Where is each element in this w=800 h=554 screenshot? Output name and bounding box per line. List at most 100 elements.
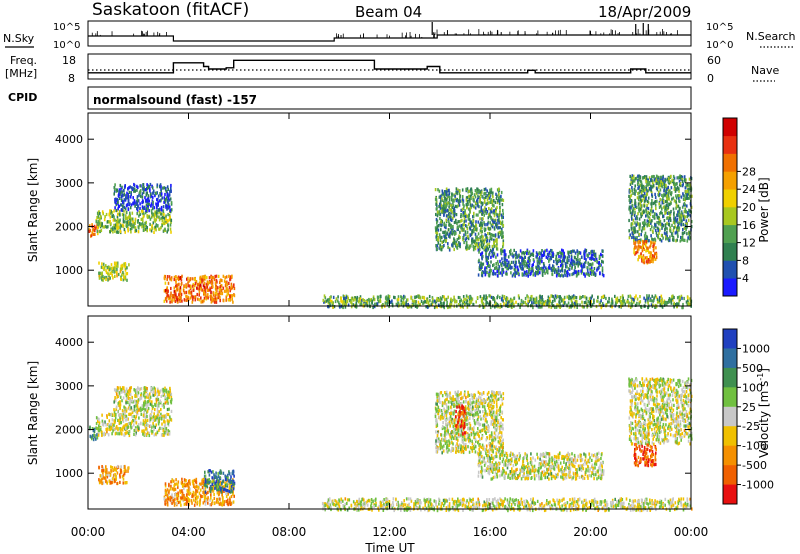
echo-cell <box>98 261 100 265</box>
echo-cell <box>119 386 121 390</box>
echo-cell <box>468 194 470 198</box>
echo-cell <box>206 276 208 280</box>
echo-cell <box>158 215 160 219</box>
echo-cell <box>664 209 666 213</box>
echo-cell <box>663 231 666 235</box>
echo-cell <box>646 203 648 207</box>
echo-cell <box>185 285 188 289</box>
echo-cell <box>457 303 460 307</box>
echo-cell <box>95 416 98 420</box>
echo-cell <box>122 220 125 224</box>
echo-cell <box>111 211 114 215</box>
echo-cell <box>120 208 123 212</box>
echo-cell <box>154 408 156 412</box>
echo-cell <box>491 237 493 241</box>
echo-cell <box>523 252 525 256</box>
echo-cell <box>687 218 690 222</box>
echo-cell <box>527 295 529 299</box>
echo-cell <box>556 270 558 274</box>
echo-cell <box>449 226 452 230</box>
echo-cell <box>132 202 134 206</box>
nsearch-label: N.Search <box>746 30 796 43</box>
echo-cell <box>678 228 680 232</box>
echo-cell <box>549 299 552 303</box>
echo-cell <box>541 260 543 264</box>
echo-cell <box>479 295 482 299</box>
y-tick-label: 4000 <box>55 133 83 146</box>
echo-cell <box>484 238 487 242</box>
echo-cell <box>164 277 166 281</box>
echo-cell <box>169 223 172 227</box>
echo-cell <box>673 301 675 305</box>
echo-cell <box>112 230 114 234</box>
echo-cell <box>89 229 92 233</box>
echo-cell <box>126 191 128 195</box>
echo-cell <box>628 207 630 211</box>
echo-cell <box>323 300 325 304</box>
echo-cell <box>646 224 649 228</box>
echo-cell <box>537 267 539 271</box>
echo-cell <box>204 292 206 296</box>
echo-cell <box>510 266 512 270</box>
echo-cell <box>362 298 364 302</box>
echo-cell <box>675 219 678 223</box>
echo-cell <box>479 190 482 194</box>
echo-cell <box>653 226 655 230</box>
echo-cell <box>482 239 485 243</box>
echo-cell <box>120 187 122 191</box>
echo-cell <box>161 218 164 222</box>
echo-cell <box>679 206 681 210</box>
echo-cell <box>354 298 356 302</box>
echo-cell <box>485 294 487 298</box>
echo-cell <box>634 198 636 203</box>
echo-cell <box>554 270 556 274</box>
echo-cell <box>142 212 145 216</box>
echo-cell <box>109 209 111 213</box>
echo-cell <box>150 209 153 213</box>
echo-cell <box>537 264 539 268</box>
echo-cell <box>579 303 581 307</box>
echo-cell <box>630 176 633 180</box>
echo-cell <box>487 191 490 195</box>
echo-cell <box>648 239 650 243</box>
echo-cell <box>652 209 654 213</box>
echo-cell <box>116 209 118 213</box>
echo-cell <box>521 264 524 268</box>
echo-cell <box>566 261 569 265</box>
echo-cell <box>212 276 215 280</box>
echo-cell <box>363 302 365 306</box>
echo-cell <box>583 305 585 309</box>
echo-cell <box>134 201 136 205</box>
echo-cell <box>423 296 426 300</box>
echo-cell <box>542 268 544 273</box>
echo-cell <box>179 286 182 290</box>
echo-cell <box>97 214 100 218</box>
echo-cell <box>451 218 453 222</box>
station-title: Saskatoon (fitACF) <box>92 0 249 20</box>
echo-cell <box>635 303 638 307</box>
echo-cell <box>584 295 586 299</box>
echo-cell <box>116 227 119 231</box>
echo-cell <box>453 231 455 235</box>
echo-cell <box>140 223 142 227</box>
echo-cell <box>114 187 116 191</box>
echo-cell <box>576 255 579 259</box>
echo-cell <box>191 295 194 299</box>
echo-cell <box>661 198 663 202</box>
echo-cell <box>203 292 205 296</box>
echo-cell <box>212 291 215 295</box>
echo-cell <box>493 233 495 238</box>
echo-cell <box>620 300 622 304</box>
echo-cell <box>163 424 166 428</box>
echo-cell <box>508 260 510 264</box>
echo-cell <box>467 217 470 221</box>
echo-cell <box>496 245 498 249</box>
echo-cell <box>487 216 490 220</box>
echo-cell <box>636 205 638 209</box>
echo-cell <box>124 220 126 224</box>
echo-cell <box>96 417 99 421</box>
echo-cell <box>441 295 444 299</box>
echo-cell <box>635 251 638 255</box>
echo-cell <box>101 278 103 282</box>
echo-cell <box>169 300 171 304</box>
